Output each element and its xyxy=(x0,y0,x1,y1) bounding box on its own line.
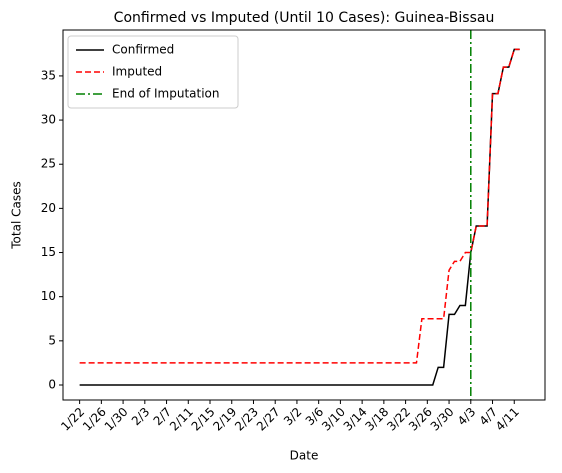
x-tick-label: 3/22 xyxy=(384,405,413,434)
legend-label: Imputed xyxy=(112,65,162,79)
x-tick-label: 1/30 xyxy=(102,405,131,434)
x-tick-label: 3/10 xyxy=(319,405,348,434)
plot-frame xyxy=(62,29,546,401)
y-tick-label: 15 xyxy=(41,245,56,259)
y-axis-label: Total Cases xyxy=(10,181,24,249)
x-tick-label: 2/15 xyxy=(189,405,218,434)
x-tick-label: 1/26 xyxy=(80,405,109,434)
y-tick-label: 25 xyxy=(41,157,56,171)
chart-title: Confirmed vs Imputed (Until 10 Cases): G… xyxy=(114,10,495,26)
legend-label: End of Imputation xyxy=(112,87,220,101)
y-tick-label: 5 xyxy=(48,333,56,347)
y-tick-label: 35 xyxy=(41,68,56,82)
x-tick-label: 3/30 xyxy=(428,405,457,434)
legend-label: Confirmed xyxy=(112,43,174,57)
x-tick-label: 2/23 xyxy=(232,405,261,434)
series-line xyxy=(79,48,520,364)
series-line xyxy=(79,48,520,386)
x-tick-label: 4/11 xyxy=(493,405,522,434)
x-tick-label: 3/14 xyxy=(341,405,370,434)
x-tick-label: 2/11 xyxy=(167,405,196,434)
x-tick-label: 3/26 xyxy=(406,405,435,434)
x-tick-label: 2/27 xyxy=(254,405,283,434)
x-tick-label: 2/19 xyxy=(210,405,239,434)
x-tick-label: 2/3 xyxy=(129,405,153,429)
x-axis-label: Date xyxy=(290,449,319,463)
x-tick-label: 3/2 xyxy=(281,405,305,429)
y-tick-label: 10 xyxy=(41,289,56,303)
x-tick-label: 1/22 xyxy=(58,405,87,434)
y-tick-label: 20 xyxy=(41,201,56,215)
x-tick-label: 3/18 xyxy=(363,405,392,434)
y-tick-label: 30 xyxy=(41,113,56,127)
y-tick-label: 0 xyxy=(48,377,56,391)
legend-box xyxy=(67,35,239,109)
x-tick-label: 4/3 xyxy=(455,405,479,429)
